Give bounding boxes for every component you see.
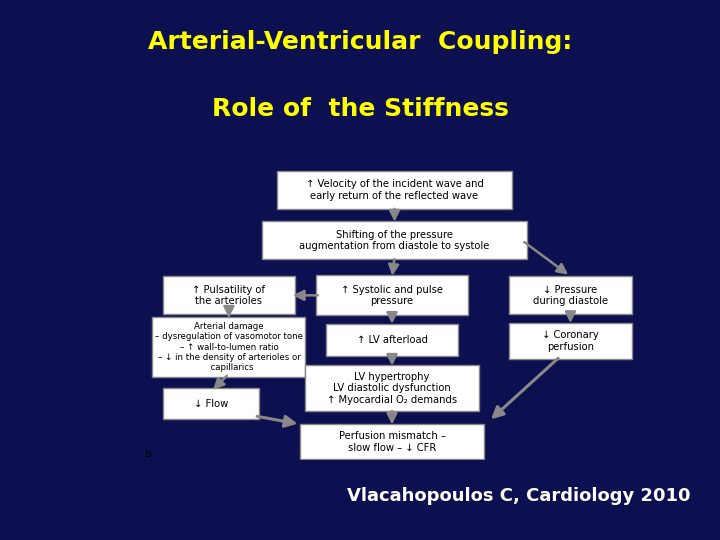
Text: Arterial damage
– dysregulation of vasomotor tone
– ↑ wall-to-lumen ratio
– ↓ in: Arterial damage – dysregulation of vasom… — [155, 322, 303, 373]
Text: Role of  the Stiffness: Role of the Stiffness — [212, 97, 508, 121]
Text: ↓ Coronary
perfusion: ↓ Coronary perfusion — [542, 330, 599, 352]
FancyBboxPatch shape — [153, 318, 305, 377]
FancyBboxPatch shape — [315, 275, 469, 315]
Text: ↑ LV afterload: ↑ LV afterload — [356, 335, 428, 345]
FancyBboxPatch shape — [163, 276, 295, 314]
Text: ↑ Systolic and pulse
pressure: ↑ Systolic and pulse pressure — [341, 285, 443, 306]
FancyBboxPatch shape — [305, 366, 479, 411]
Text: ↑ Velocity of the incident wave and
early return of the reflected wave: ↑ Velocity of the incident wave and earl… — [305, 179, 484, 201]
Text: Arterial-Ventricular  Coupling:: Arterial-Ventricular Coupling: — [148, 30, 572, 55]
Text: ↑ Pulsatility of
the arterioles: ↑ Pulsatility of the arterioles — [192, 285, 266, 306]
Text: Shifting of the pressure
augmentation from diastole to systole: Shifting of the pressure augmentation fr… — [300, 230, 490, 251]
FancyBboxPatch shape — [300, 424, 484, 460]
Text: b: b — [145, 449, 152, 459]
FancyBboxPatch shape — [262, 221, 527, 260]
FancyBboxPatch shape — [509, 276, 631, 314]
FancyBboxPatch shape — [509, 323, 631, 360]
FancyBboxPatch shape — [277, 171, 512, 209]
Text: ↓ Flow: ↓ Flow — [194, 399, 228, 409]
Text: ↓ Pressure
during diastole: ↓ Pressure during diastole — [533, 285, 608, 306]
FancyBboxPatch shape — [325, 323, 458, 355]
FancyBboxPatch shape — [163, 388, 259, 419]
Text: LV hypertrophy
LV diastolic dysfunction
↑ Myocardial O₂ demands: LV hypertrophy LV diastolic dysfunction … — [327, 372, 457, 405]
Text: Perfusion mismatch –
slow flow – ↓ CFR: Perfusion mismatch – slow flow – ↓ CFR — [338, 431, 446, 453]
Text: Vlacahopoulos C, Cardiology 2010: Vlacahopoulos C, Cardiology 2010 — [346, 487, 690, 505]
